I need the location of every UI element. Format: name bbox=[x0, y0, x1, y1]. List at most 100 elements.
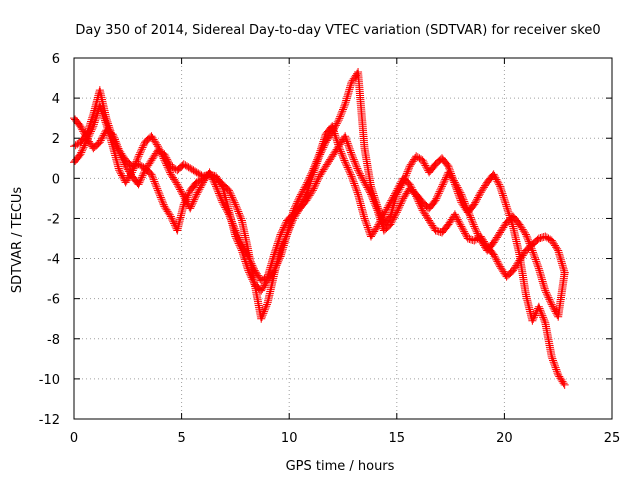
data-point bbox=[342, 161, 351, 170]
data-point bbox=[339, 152, 347, 161]
data-point bbox=[355, 169, 364, 178]
data-point bbox=[203, 170, 212, 179]
data-point bbox=[331, 133, 340, 142]
data-point bbox=[111, 139, 120, 148]
data-point bbox=[459, 195, 468, 204]
data-point bbox=[227, 217, 236, 226]
data-point bbox=[504, 207, 513, 216]
data-point bbox=[397, 181, 406, 190]
data-point bbox=[262, 302, 271, 311]
data-point bbox=[76, 150, 85, 159]
data-point bbox=[463, 234, 472, 243]
data-point bbox=[76, 122, 85, 131]
data-point bbox=[353, 164, 362, 173]
data-point bbox=[158, 197, 167, 206]
data-point bbox=[549, 304, 558, 313]
y-tick-label: -2 bbox=[47, 212, 60, 227]
data-point bbox=[539, 279, 548, 288]
data-point bbox=[119, 157, 128, 166]
data-point bbox=[402, 171, 411, 180]
data-point bbox=[542, 233, 551, 242]
data-point bbox=[344, 141, 353, 150]
data-point bbox=[478, 185, 487, 194]
data-point bbox=[501, 200, 510, 209]
data-point bbox=[165, 166, 174, 175]
data-point bbox=[316, 170, 325, 179]
data-point bbox=[454, 185, 463, 194]
data-point bbox=[208, 172, 217, 181]
data-point bbox=[550, 241, 559, 250]
data-point bbox=[345, 143, 354, 152]
data-point bbox=[458, 193, 467, 202]
x-tick-label: 20 bbox=[496, 431, 513, 446]
data-point bbox=[333, 117, 342, 126]
data-point bbox=[207, 171, 216, 180]
data-point bbox=[421, 211, 430, 220]
data-point bbox=[446, 217, 455, 226]
data-point bbox=[494, 178, 503, 187]
data-point bbox=[369, 195, 378, 204]
data-point bbox=[84, 126, 93, 135]
data-point bbox=[371, 225, 380, 234]
data-point bbox=[451, 212, 460, 221]
data-point bbox=[161, 204, 170, 213]
data-point bbox=[366, 188, 375, 197]
data-point bbox=[429, 223, 438, 232]
data-point bbox=[362, 181, 371, 190]
data-point bbox=[232, 228, 241, 237]
data-point bbox=[360, 178, 369, 187]
data-point bbox=[138, 171, 147, 180]
data-point bbox=[162, 153, 171, 162]
data-point bbox=[372, 224, 381, 233]
data-point bbox=[346, 146, 355, 155]
data-point bbox=[124, 167, 133, 176]
data-point bbox=[457, 190, 466, 199]
data-point bbox=[277, 242, 286, 251]
data-point bbox=[316, 150, 325, 159]
data-point bbox=[365, 186, 374, 195]
data-point bbox=[205, 170, 214, 179]
data-point bbox=[542, 288, 551, 297]
data-point bbox=[556, 253, 565, 262]
data-point bbox=[149, 135, 158, 144]
data-point bbox=[426, 218, 435, 227]
data-point bbox=[165, 210, 174, 219]
data-point bbox=[395, 185, 404, 194]
data-point bbox=[317, 147, 326, 156]
data-point bbox=[555, 250, 564, 259]
data-point bbox=[120, 160, 129, 169]
data-point bbox=[370, 227, 379, 236]
data-point bbox=[121, 178, 130, 187]
data-point bbox=[347, 79, 356, 88]
data-point bbox=[106, 126, 115, 135]
data-point bbox=[223, 206, 232, 215]
data-point bbox=[217, 196, 226, 205]
data-point bbox=[529, 313, 538, 322]
data-point bbox=[189, 197, 198, 206]
data-point bbox=[530, 311, 539, 320]
data-point bbox=[366, 190, 375, 199]
data-point bbox=[550, 305, 559, 314]
data-point bbox=[151, 138, 160, 147]
data-point bbox=[148, 173, 157, 182]
data-point bbox=[290, 212, 299, 221]
data-point bbox=[109, 135, 118, 144]
data-point bbox=[495, 230, 504, 239]
data-point bbox=[115, 150, 124, 159]
data-point bbox=[225, 188, 234, 197]
data-point bbox=[148, 172, 157, 181]
data-point bbox=[162, 205, 171, 214]
data-point bbox=[312, 159, 321, 168]
data-point bbox=[224, 186, 233, 195]
data-point bbox=[318, 167, 327, 176]
data-point bbox=[194, 169, 203, 178]
data-point bbox=[103, 117, 112, 126]
data-point bbox=[226, 213, 235, 222]
data-point bbox=[215, 191, 224, 200]
data-point bbox=[503, 206, 512, 215]
data-point bbox=[400, 192, 409, 201]
data-point bbox=[195, 170, 204, 179]
data-point bbox=[168, 163, 177, 172]
data-point bbox=[345, 144, 354, 153]
series-track-c bbox=[70, 86, 569, 323]
